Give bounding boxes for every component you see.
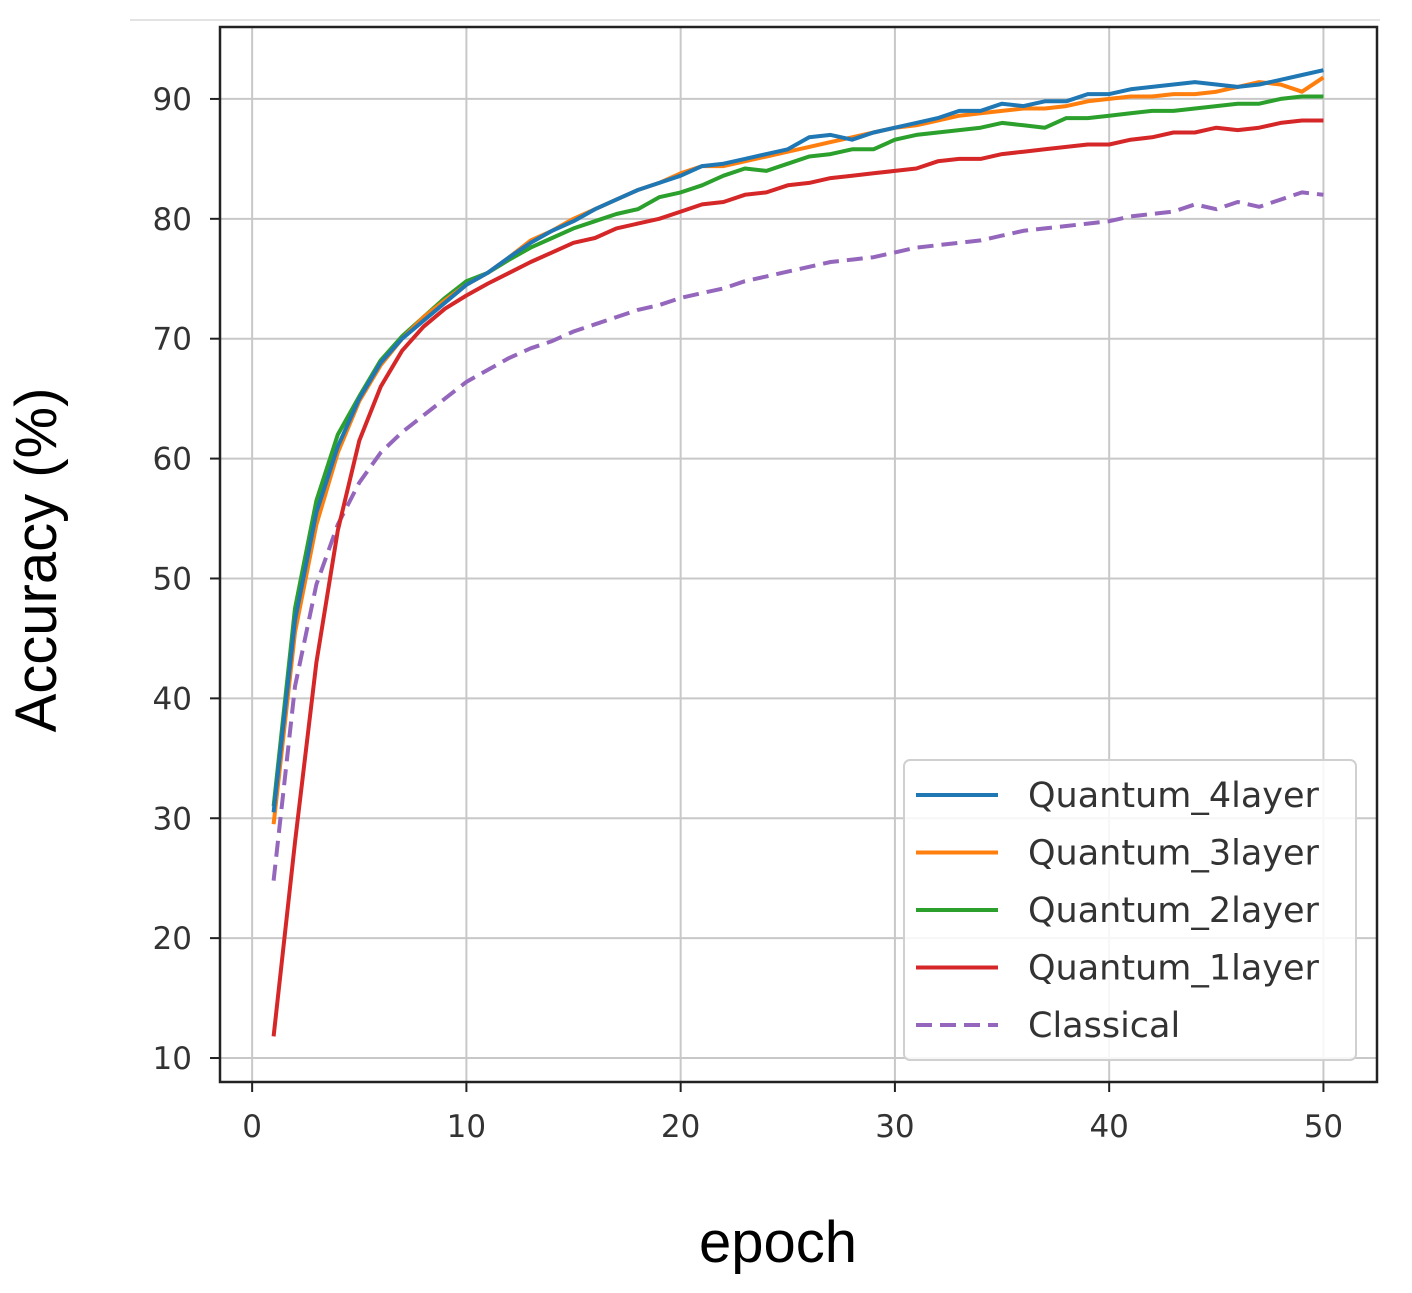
legend-label: Classical: [1028, 1006, 1180, 1046]
legend-label: Quantum_1layer: [1028, 949, 1320, 989]
y-tick-label: 10: [153, 1041, 192, 1077]
legend-label: Quantum_3layer: [1028, 834, 1320, 874]
x-tick-label: 20: [661, 1109, 700, 1145]
series-line-quantum-2layer: [271, 94, 1324, 807]
x-axis-title: epoch: [699, 1210, 857, 1275]
grid: [220, 27, 1377, 1082]
series-lines: [271, 68, 1325, 1037]
y-axis-title: Accuracy (%): [4, 388, 69, 733]
y-tick-label: 90: [153, 82, 192, 118]
y-tick-label: 60: [153, 442, 192, 478]
plot-frame: [218, 25, 1379, 1084]
y-tick-label: 40: [153, 681, 192, 717]
x-tick-label: 0: [242, 1109, 262, 1145]
series-line-quantum-4layer: [271, 68, 1324, 813]
x-tick-label: 10: [447, 1109, 486, 1145]
y-tick-label: 20: [153, 921, 192, 957]
axis-ticks: 0 10 20 30 40 50 10 20 30 40 50 60 70 80 90: [153, 82, 1344, 1145]
x-tick-label: 30: [875, 1109, 914, 1145]
series-line-quantum-1layer: [271, 118, 1324, 1037]
y-tick-label: 80: [153, 202, 192, 238]
series-line-classical: [271, 190, 1324, 881]
x-tick-label: 50: [1304, 1109, 1343, 1145]
legend-box: [903, 759, 1357, 1061]
x-tick-label: 40: [1089, 1109, 1128, 1145]
legend-label: Quantum_2layer: [1028, 891, 1320, 931]
y-tick-label: 30: [153, 801, 192, 837]
legend: Quantum_4layer Quantum_3layer Quantum_2lay…: [903, 759, 1357, 1061]
y-tick-label: 70: [153, 322, 192, 358]
legend-label: Quantum_4layer: [1028, 776, 1320, 816]
y-tick-label: 50: [153, 561, 192, 597]
